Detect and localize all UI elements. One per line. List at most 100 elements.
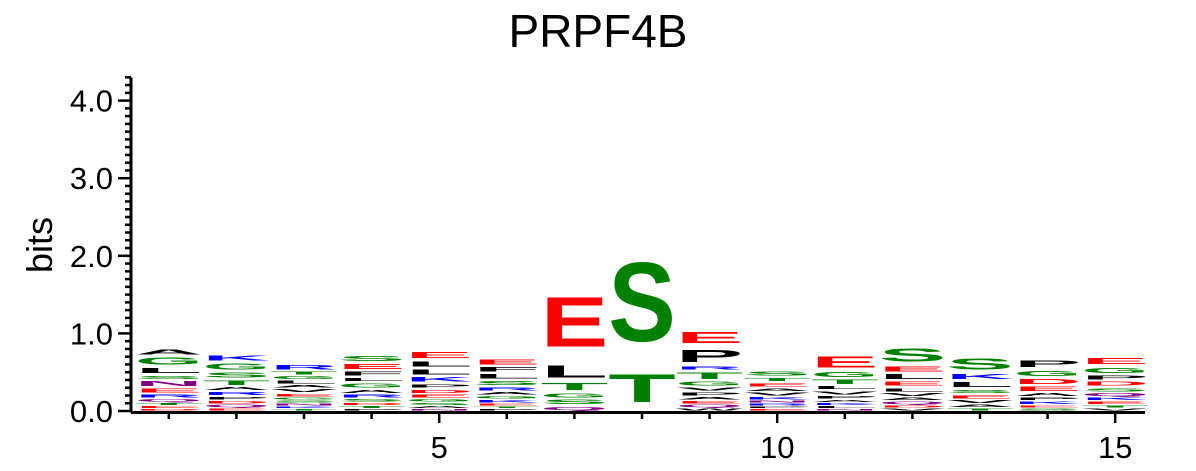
logo-letter-g: G [135,356,203,367]
logo-letter-d: D [203,400,271,404]
logo-letter-s: S [946,356,1014,373]
logo-letter-d: D [338,402,406,405]
logo-letter-e: E [405,394,473,399]
logo-letter-s: S [1081,387,1149,392]
logo-letter-k: K [405,376,473,383]
logo-letter-e: E [270,393,338,397]
logo-letter-k: K [203,354,271,362]
logo-letter-t: T [676,371,744,381]
logo-letter-s: S [1014,408,1082,411]
logo-letter-e: E [946,394,1014,399]
logo-letter-e: E [879,381,947,387]
logo-letter-e: E [541,282,609,362]
logo-letter-p: P [1014,397,1082,401]
y-axis: 0.0 1.0 2.0 3.0 4.0 [70,76,133,429]
logo-letter-n: N [743,400,811,403]
logo-letter-t: T [338,406,406,409]
logo-letter-e: E [405,351,473,360]
logo-letter-a: A [879,397,947,401]
logo-letter-k: K [946,373,1014,381]
logo-letter-a: A [270,385,338,389]
logo-letter-e: E [1081,357,1149,366]
logo-letter-e: E [1081,401,1149,405]
logo-letter-l: L [135,367,203,375]
logo-letter-p: P [405,383,473,388]
logo-letter-s: S [879,345,947,365]
logo-letter-g: G [270,397,338,400]
logo-letter-p: P [811,396,879,400]
logo-letter-n: N [405,409,473,411]
x-tick-label: 15 [1098,430,1132,465]
logo-letter-r: R [135,394,203,399]
logo-letter-a: A [811,399,879,402]
logo-letter-a: A [203,386,271,391]
logo-letter-a: A [743,388,811,392]
logo-letter-v: V [676,387,744,392]
logo-letter-v: V [811,390,879,395]
logo-letter-d: D [1081,381,1149,387]
logo-letter-e: E [203,408,271,411]
logo-letter-n: N [135,380,203,388]
logo-letter-n: N [270,403,338,406]
logo-letter-e: E [473,403,541,406]
logo-letter-r: R [270,364,338,371]
logo-letter-r: R [676,366,744,371]
logo-letter-v: V [1081,408,1149,411]
logo-letter-t: T [270,409,338,411]
logo-letter-t: T [946,408,1014,411]
logo-letter-r: R [473,386,541,391]
logo-letter-p: P [676,347,744,366]
logo-letter-q: Q [676,404,744,408]
logo-letter-e: E [1014,405,1082,408]
logo-letter-n: N [811,409,879,411]
logo-letter-e: E [879,365,947,373]
logo-letter-d: D [135,409,203,411]
logo-letter-a: A [1014,392,1082,397]
chart-title: PRPF4B [509,5,688,57]
logo-letter-a: A [135,348,203,356]
logo-letter-g: G [473,395,541,399]
logo-letter-k: K [1014,401,1082,405]
logo-letter-s: S [743,371,811,377]
logo-letter-e: E [135,406,203,409]
logo-letter-s: S [338,354,406,362]
logo-letter-p: P [743,406,811,408]
logo-letter-r: R [338,394,406,399]
logo-letter-a: A [473,392,541,396]
logo-letter-q: Q [879,401,947,405]
logo-letter-a: A [676,396,744,400]
logo-letter-f: F [338,371,406,377]
logo-letter-t: T [203,379,271,386]
logo-letter-d: D [879,405,947,408]
logo-letter-l: L [405,360,473,369]
logo-letter-q: Q [135,399,203,403]
logo-letter-t: T [811,378,879,385]
logo-letter-g: G [338,382,406,388]
logo-letter-p: P [676,392,744,397]
logo-letter-g: G [676,381,744,387]
logo-letter-t: T [608,366,676,411]
logo-letter-e: E [338,363,406,371]
logo-letter-s: S [946,389,1014,394]
logo-letter-l: L [946,381,1014,389]
y-tick-label: 1.0 [70,316,113,351]
logo-letter-a: A [946,404,1014,408]
logo-letter-d: D [1014,378,1082,386]
logo-letter-q: Q [541,406,609,411]
logo-letter-g: G [1014,369,1082,378]
logo-letter-t: T [1081,405,1149,408]
logo-letter-g: G [541,392,609,398]
logo-letter-v: V [270,389,338,394]
logo-letter-e: E [743,382,811,387]
logo-letter-t: T [270,371,338,376]
logo-letter-l: L [541,362,609,381]
logo-letter-e: E [135,388,203,394]
logo-letter-g: G [203,362,271,371]
logo-letter-k: K [1081,397,1149,401]
logo-letter-g: G [811,371,879,379]
logo-letter-a: A [338,389,406,394]
y-tick-label: 4.0 [70,84,113,119]
logo-letter-l: L [811,406,879,409]
logo-letter-f: F [473,366,541,373]
logo-letter-t: T [473,406,541,408]
